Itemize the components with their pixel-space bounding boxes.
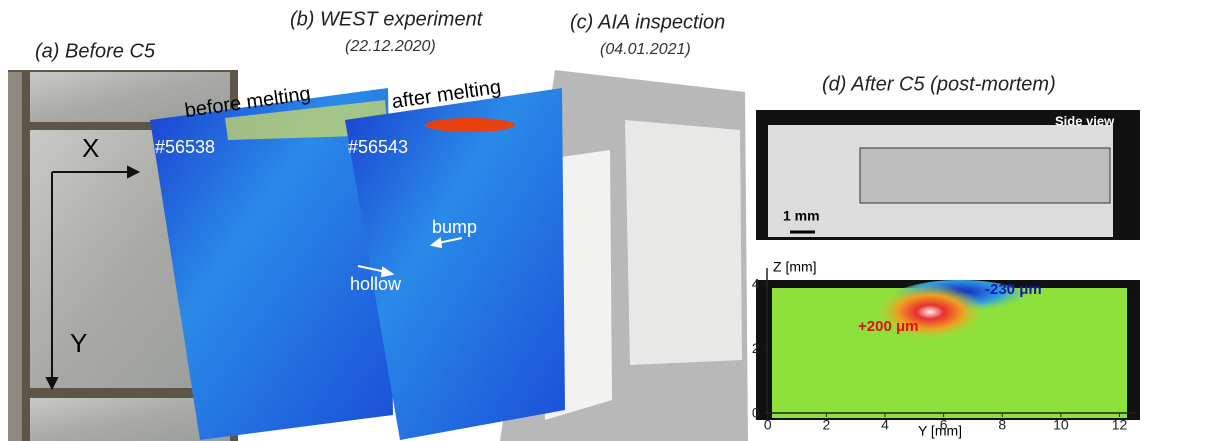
profile-axes — [766, 268, 1135, 414]
annotation: bump — [432, 217, 477, 237]
panel-subtitle: (22.12.2020) — [345, 38, 436, 55]
bump-zone — [875, 284, 985, 340]
annotation: -230 μm — [985, 281, 1042, 298]
axis-label: X — [82, 133, 99, 163]
panel-subtitle: (04.01.2021) — [600, 41, 691, 58]
panel-title: (d) After C5 (post-mortem) — [822, 73, 1056, 95]
y-tick-label: 0 — [752, 404, 760, 420]
axes-arrows — [45, 165, 141, 391]
side-view-label: Side view — [1055, 113, 1115, 128]
panel-title: (b) WEST experiment — [290, 8, 484, 30]
x-axis-title: Y [mm] — [918, 423, 962, 439]
ir-image — [150, 88, 393, 440]
annotation-arrows — [357, 237, 463, 278]
side-view-photo — [859, 147, 1111, 204]
x-tick-label: 8 — [998, 417, 1006, 433]
axis-label: Y — [70, 328, 87, 358]
annotation: hollow — [350, 274, 402, 294]
y-tick-label: 2 — [752, 340, 760, 356]
x-tick-label: 2 — [822, 417, 830, 433]
hot-edge — [425, 118, 515, 132]
shot-number: #56543 — [348, 137, 408, 157]
photo-tile — [625, 120, 742, 365]
x-tick-label: 6 — [940, 417, 948, 433]
panel-title: (a) Before C5 — [35, 40, 156, 62]
x-tick-label: 12 — [1112, 417, 1128, 433]
shot-number: #56538 — [155, 137, 215, 157]
x-tick-label: 4 — [881, 417, 889, 433]
panel-title: (c) AIA inspection — [570, 11, 725, 33]
scale-label: 1 mm — [783, 208, 820, 224]
y-tick-label: 4 — [752, 275, 760, 291]
x-tick-label: 0 — [764, 417, 772, 433]
y-axis-title: Z [mm] — [773, 259, 817, 275]
x-tick-label: 10 — [1053, 417, 1069, 433]
annotation: +200 μm — [858, 318, 918, 335]
ir-image — [345, 88, 565, 440]
